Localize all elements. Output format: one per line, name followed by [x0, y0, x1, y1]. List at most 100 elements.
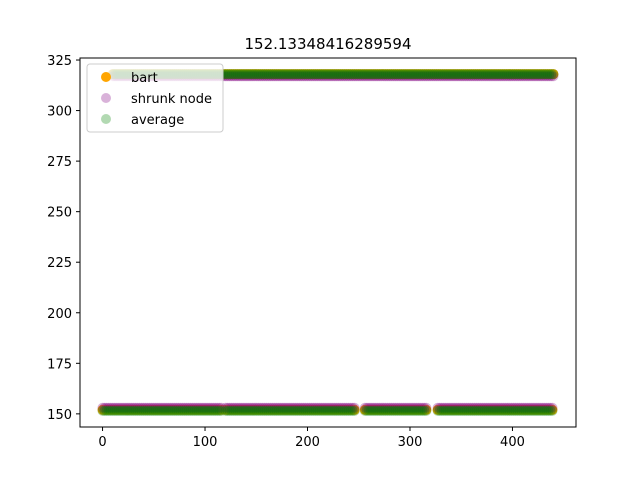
point-average — [434, 405, 445, 416]
point-shrunk-node — [228, 402, 239, 413]
point-shrunk-node — [351, 71, 362, 82]
legend-marker — [101, 72, 111, 82]
point-average — [378, 69, 389, 80]
point-average — [206, 405, 217, 416]
point-average — [415, 405, 426, 416]
point-average — [361, 405, 372, 416]
point-average — [435, 69, 446, 80]
point-shrunk-node — [533, 402, 544, 413]
legend-label: average — [131, 113, 184, 128]
point-average — [255, 405, 266, 416]
point-shrunk-node — [449, 402, 460, 413]
point-shrunk-node — [525, 71, 536, 82]
point-shrunk-node — [226, 402, 237, 413]
point-shrunk-node — [442, 402, 453, 413]
point-shrunk-node — [118, 402, 129, 413]
point-average — [236, 69, 247, 80]
point-average — [437, 69, 448, 80]
point-average — [343, 405, 354, 416]
point-shrunk-node — [396, 402, 407, 413]
point-average — [189, 405, 200, 416]
point-average — [440, 405, 451, 416]
point-shrunk-node — [243, 71, 254, 82]
point-shrunk-node — [407, 402, 418, 413]
point-shrunk-node — [175, 402, 186, 413]
point-average — [122, 405, 133, 416]
point-shrunk-node — [341, 402, 352, 413]
point-average — [441, 69, 452, 80]
point-average — [238, 405, 249, 416]
point-average — [238, 69, 249, 80]
point-average — [503, 69, 514, 80]
point-shrunk-node — [138, 402, 149, 413]
point-shrunk-node — [456, 71, 467, 82]
point-average — [269, 405, 280, 416]
point-average — [333, 405, 344, 416]
point-shrunk-node — [468, 71, 479, 82]
point-average — [490, 405, 501, 416]
point-shrunk-node — [318, 71, 329, 82]
legend-marker — [101, 93, 111, 103]
point-average — [286, 405, 297, 416]
point-average — [368, 405, 379, 416]
point-average — [329, 405, 340, 416]
point-average — [474, 69, 485, 80]
point-average — [417, 405, 428, 416]
point-average — [226, 69, 237, 80]
point-average — [325, 405, 336, 416]
point-average — [402, 405, 413, 416]
plot-frame — [79, 57, 577, 428]
point-shrunk-node — [510, 402, 521, 413]
point-average — [294, 69, 305, 80]
point-average — [372, 405, 383, 416]
point-shrunk-node — [122, 402, 133, 413]
point-shrunk-node — [292, 71, 303, 82]
point-average — [261, 405, 272, 416]
point-average — [517, 69, 528, 80]
point-average — [243, 69, 254, 80]
point-average — [302, 69, 313, 80]
point-average — [398, 69, 409, 80]
point-average — [419, 405, 430, 416]
point-average — [429, 69, 440, 80]
point-shrunk-node — [259, 402, 270, 413]
point-shrunk-node — [202, 402, 213, 413]
point-average — [528, 405, 539, 416]
point-average — [535, 405, 546, 416]
point-shrunk-node — [124, 402, 135, 413]
point-shrunk-node — [146, 402, 157, 413]
point-average — [512, 405, 523, 416]
point-shrunk-node — [460, 71, 471, 82]
point-shrunk-node — [142, 402, 153, 413]
point-average — [314, 405, 325, 416]
point-shrunk-node — [241, 71, 252, 82]
point-average — [518, 405, 529, 416]
point-average — [294, 405, 305, 416]
point-average — [538, 69, 549, 80]
point-shrunk-node — [479, 402, 490, 413]
point-shrunk-node — [481, 402, 492, 413]
point-average — [331, 405, 342, 416]
point-shrunk-node — [292, 402, 303, 413]
point-average — [171, 405, 182, 416]
point-average — [298, 405, 309, 416]
point-shrunk-node — [251, 402, 262, 413]
point-average — [539, 405, 550, 416]
point-average — [384, 69, 395, 80]
point-shrunk-node — [547, 402, 558, 413]
point-shrunk-node — [443, 71, 454, 82]
point-average — [404, 405, 415, 416]
point-shrunk-node — [466, 71, 477, 82]
point-shrunk-node — [396, 71, 407, 82]
point-shrunk-node — [204, 402, 215, 413]
point-shrunk-node — [312, 71, 323, 82]
point-shrunk-node — [425, 71, 436, 82]
point-shrunk-node — [230, 71, 241, 82]
point-shrunk-node — [447, 402, 457, 413]
point-shrunk-node — [206, 402, 217, 413]
point-shrunk-node — [355, 71, 366, 82]
point-shrunk-node — [542, 71, 553, 82]
point-average — [337, 405, 348, 416]
point-shrunk-node — [189, 402, 200, 413]
point-average — [421, 405, 432, 416]
